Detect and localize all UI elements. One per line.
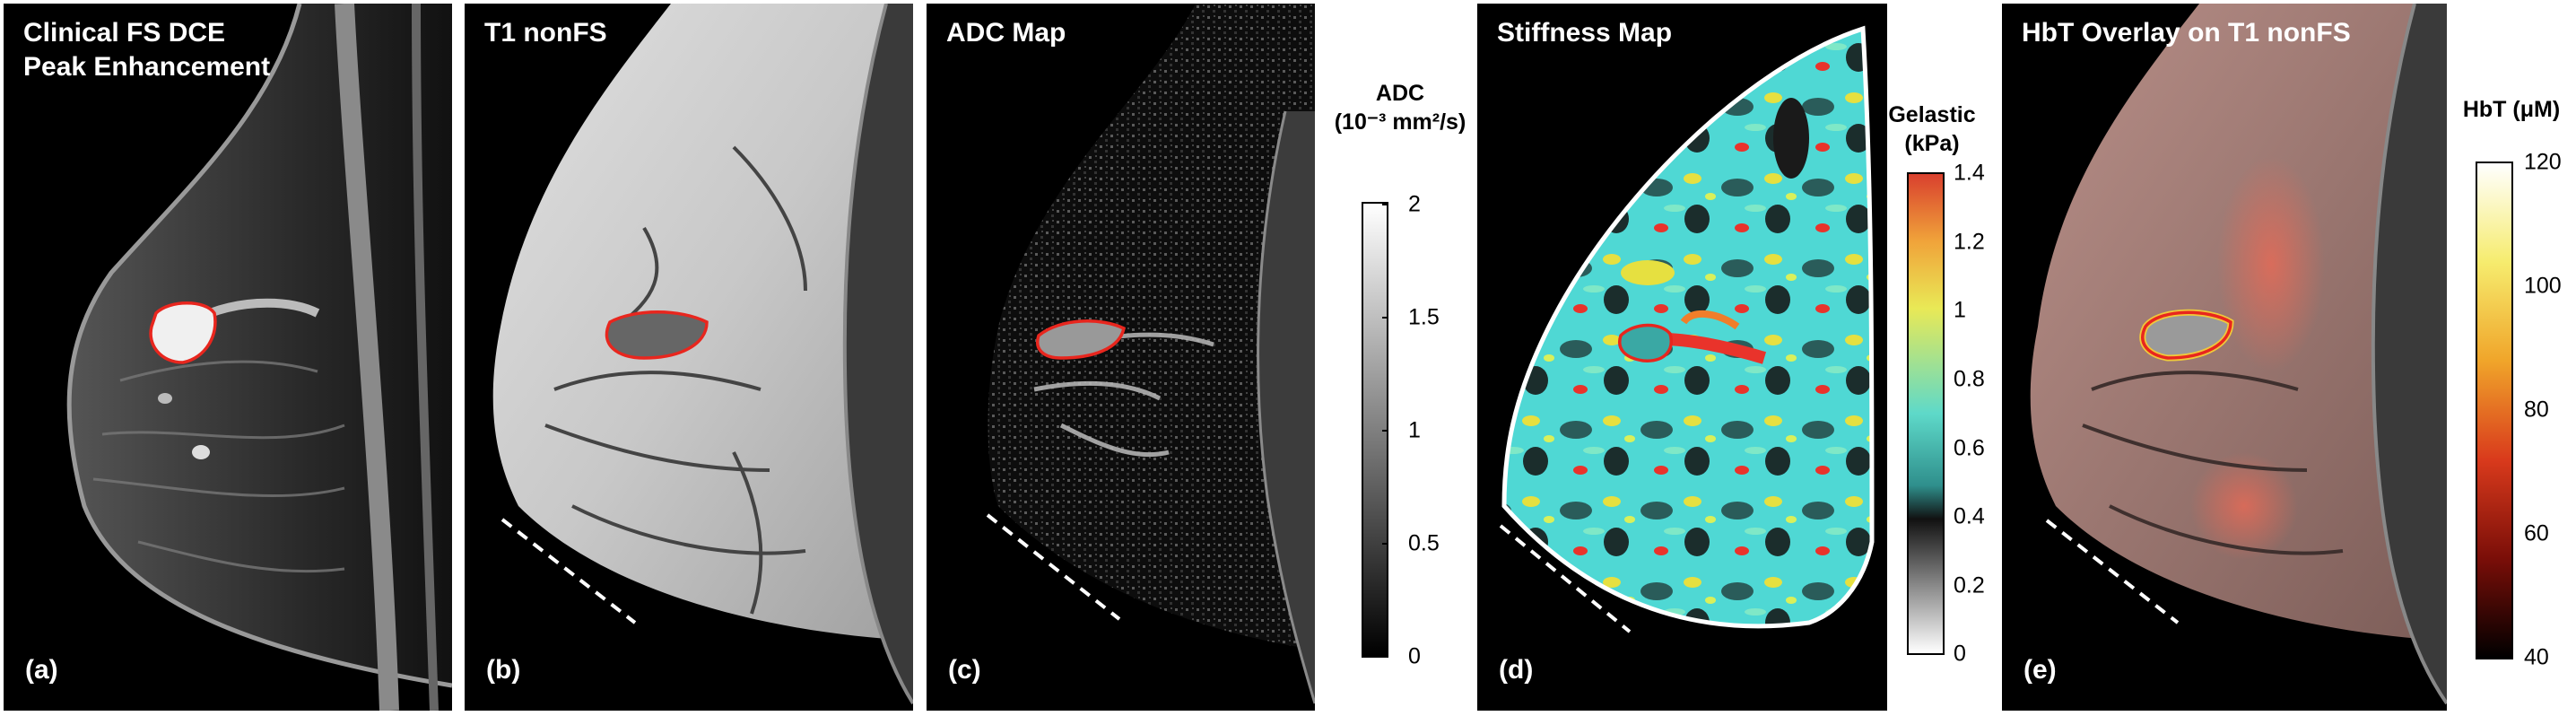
panel-e-hbt: HbT Overlay on T1 nonFS (e) — [2002, 4, 2447, 711]
hbt-colorbar-gradient — [2476, 162, 2513, 659]
stiffness-image — [1499, 25, 1875, 633]
adc-tick-label: 1.5 — [1408, 304, 1440, 330]
panel-b-t1: T1 nonFS (b) — [465, 4, 913, 711]
panel-b-label: (b) — [486, 655, 521, 685]
roi-outline-d — [1618, 323, 1673, 362]
stiffness-tick-label: 1 — [1954, 297, 1966, 323]
stiffness-tick-label: 0.8 — [1954, 366, 1985, 392]
panel-c-label: (c) — [948, 655, 981, 685]
stiffness-colorbar: Gelastic (kPa) 1.4 1.2 1 0.8 0.6 0.4 0.2… — [1887, 0, 2004, 716]
panel-d-label: (d) — [1499, 655, 1534, 685]
stiffness-tick-label: 1.2 — [1954, 229, 1985, 255]
adc-colorbar: ADC (10⁻³ mm²/s) 2 1.5 1 0.5 0 — [1315, 0, 1485, 716]
hbt-colorbar: HbT (μM) 120 100 80 60 40 — [2447, 0, 2576, 716]
stiffness-tick-label: 0 — [1954, 641, 1966, 667]
hbt-tick-label: 60 — [2524, 520, 2549, 546]
panel-c-adc: ADC Map (c) — [927, 4, 1315, 711]
stiffness-colorbar-title: Gelastic (kPa) — [1887, 100, 1977, 158]
dashed-line-d — [1499, 524, 1632, 633]
hbt-tick-label: 40 — [2524, 644, 2549, 670]
dashed-line-c — [986, 513, 1121, 621]
adc-tickmark — [1382, 543, 1388, 545]
panel-a-dce: Clinical FS DCE Peak Enhancement (a) — [4, 4, 452, 711]
adc-colorbar-title-line2: (10⁻³ mm²/s) — [1334, 109, 1466, 135]
stiffness-colorbar-gradient — [1907, 172, 1945, 655]
panel-e-label: (e) — [2023, 655, 2057, 685]
hbt-overlay-image — [2030, 4, 2447, 705]
stiffness-tick-label: 0.4 — [1954, 503, 1985, 529]
adc-tick-label: 1 — [1408, 417, 1421, 443]
roi-outline-c — [1036, 319, 1127, 360]
stiffness-tick-label: 1.4 — [1954, 160, 1985, 186]
stiffness-colorbar-title-line1: Gelastic — [1888, 102, 1976, 127]
adc-tick-label: 0 — [1408, 643, 1421, 669]
roi-outline-a — [149, 301, 217, 364]
stiffness-tick-label: 0.6 — [1954, 435, 1985, 461]
adc-image — [986, 4, 1315, 704]
panel-a-title: Clinical FS DCE Peak Enhancement — [23, 18, 271, 82]
stiffness-tick-label: 0.2 — [1954, 572, 1985, 598]
adc-tickmark — [1382, 204, 1388, 205]
hbt-tick-label: 80 — [2524, 397, 2549, 423]
adc-tick-label: 0.5 — [1408, 530, 1440, 556]
hbt-colorbar-title: HbT (μM) — [2462, 97, 2561, 122]
panel-e-title: HbT Overlay on T1 nonFS — [2022, 18, 2351, 48]
panel-b-title: T1 nonFS — [484, 18, 607, 48]
hbt-tick-label: 120 — [2524, 149, 2562, 175]
adc-tickmark — [1382, 430, 1388, 432]
panel-c-title: ADC Map — [946, 18, 1066, 48]
adc-colorbar-title: ADC (10⁻³ mm²/s) — [1315, 79, 1485, 136]
t1-image — [492, 4, 913, 705]
panel-d-title: Stiffness Map — [1497, 18, 1673, 48]
dashed-line-b — [500, 518, 637, 624]
adc-tick-label: 2 — [1408, 191, 1421, 217]
panel-d-stiffness: Stiffness Map (d) — [1477, 4, 1887, 711]
hbt-tick-label: 100 — [2524, 273, 2562, 299]
dce-image — [66, 4, 452, 711]
adc-colorbar-title-line1: ADC — [1375, 81, 1425, 106]
stiffness-colorbar-title-line2: (kPa) — [1904, 131, 1960, 156]
dashed-line-e — [2045, 519, 2180, 624]
adc-tickmark — [1382, 317, 1388, 319]
roi-outline-b — [605, 310, 709, 360]
roi-outline-e — [2141, 310, 2232, 360]
panel-a-label: (a) — [25, 655, 58, 685]
